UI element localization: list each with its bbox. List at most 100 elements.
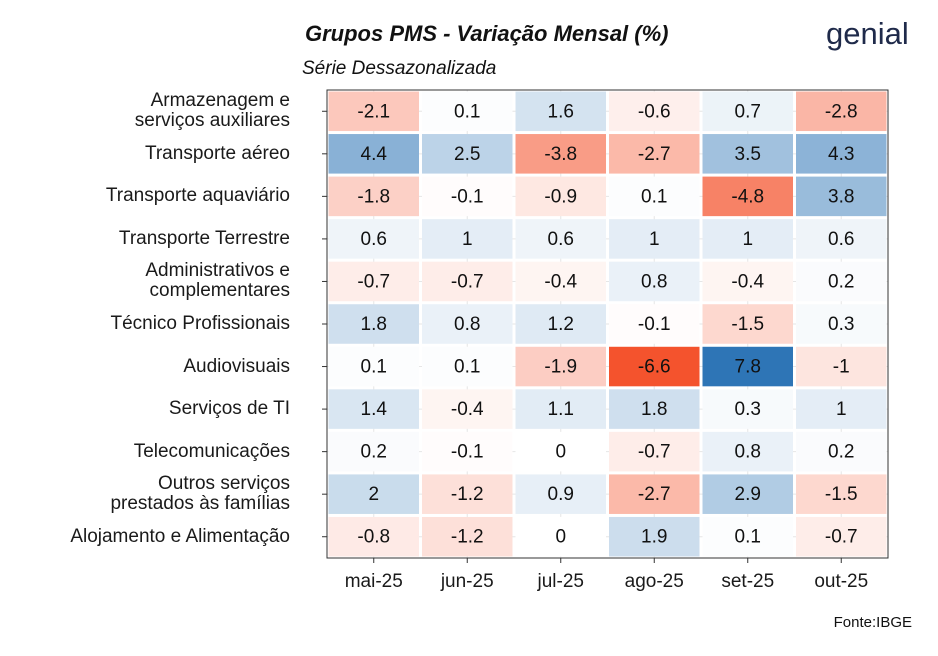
heat-tile: [609, 261, 700, 302]
tile-label: 0.9: [548, 484, 574, 505]
tile-label: -0.4: [451, 399, 484, 420]
tile-label: 1: [462, 229, 473, 250]
heat-tile: [328, 431, 419, 472]
tile-label: 0.8: [454, 314, 480, 335]
heat-tile: [702, 474, 793, 514]
y-tick-label: Audiovisuais: [183, 355, 290, 377]
tile-label: -0.7: [357, 271, 390, 292]
tile-label: 2.9: [735, 484, 761, 505]
tile-label: -0.7: [638, 442, 671, 463]
y-tick-label: Transporte aquaviário: [105, 185, 290, 207]
heat-tile: [702, 389, 793, 429]
tile-label: 0.6: [828, 229, 854, 250]
tile-label: 1: [836, 399, 847, 420]
tile-label: -1.2: [451, 527, 484, 548]
tile-label: 0: [555, 527, 566, 548]
x-tick-label: ago-25: [625, 571, 684, 592]
tile-label: 1.9: [641, 527, 667, 548]
y-tick-label: Outros serviços prestados às famílias: [110, 473, 290, 515]
heat-tile: [702, 304, 793, 344]
y-tick-label: Transporte aéreo: [144, 142, 290, 164]
y-tick-label: Administrativos e complementares: [145, 260, 290, 302]
tile-label: 0.2: [828, 271, 854, 292]
heat-tile: [328, 389, 419, 429]
tile-label: -0.1: [638, 314, 671, 335]
heat-tile: [796, 134, 887, 174]
heat-tile: [702, 346, 793, 387]
tile-label: 0.2: [361, 442, 387, 463]
tile-label: -0.4: [731, 271, 764, 292]
heat-tile: [609, 219, 700, 259]
y-tick-label: Armazenagem e serviços auxiliares: [134, 90, 290, 132]
x-tick-label: jun-25: [440, 571, 494, 592]
y-tick-label: Alojamento e Alimentação: [70, 525, 290, 547]
tile-label: -0.7: [825, 527, 858, 548]
heat-tile: [609, 346, 700, 387]
heat-tile: [609, 91, 700, 132]
tile-label: -0.1: [451, 186, 484, 207]
heat-tile: [515, 516, 606, 557]
heat-tile: [515, 431, 606, 472]
heat-tile: [796, 176, 887, 217]
chart-title: Grupos PMS - Variação Mensal (%): [305, 21, 669, 46]
heat-tile: [702, 134, 793, 174]
heat-tile: [702, 431, 793, 472]
x-tick-label: jul-25: [537, 571, 584, 592]
tile-label: 0.1: [454, 357, 480, 378]
tile-label: 1.8: [361, 314, 387, 335]
tile-label: -1.5: [825, 484, 858, 505]
heat-tile: [796, 431, 887, 472]
heat-tile: [796, 516, 887, 557]
heat-tile: [515, 346, 606, 387]
heat-tile: [796, 346, 887, 387]
tile-label: 0.3: [828, 314, 854, 335]
heat-tile: [422, 389, 513, 429]
tile-label: 0: [555, 442, 566, 463]
y-tick-label: Técnico Profissionais: [110, 313, 290, 334]
heat-tile: [422, 516, 513, 557]
heat-tile: [796, 261, 887, 302]
tile-label: 0.3: [735, 399, 761, 420]
tile-label: -0.7: [451, 271, 484, 292]
tile-label: 0.8: [735, 442, 761, 463]
tile-label: 7.8: [735, 357, 761, 378]
tile-label: -1.2: [451, 484, 484, 505]
tile-label: 1: [742, 229, 753, 250]
heat-tile: [515, 176, 606, 217]
heat-tile: [609, 431, 700, 472]
tile-label: 4.3: [828, 144, 854, 165]
tile-label: 0.1: [361, 357, 387, 378]
tile-label: 3.5: [735, 144, 761, 165]
heat-tile: [609, 389, 700, 429]
heat-tile: [702, 219, 793, 259]
heat-tile: [422, 134, 513, 174]
heat-tile: [702, 261, 793, 302]
heat-tile: [609, 516, 700, 557]
heat-tile: [328, 134, 419, 174]
tile-label: -2.1: [357, 101, 390, 122]
heat-tile: [515, 304, 606, 344]
x-tick-label: out-25: [814, 571, 868, 592]
heat-tile: [609, 134, 700, 174]
heat-tile: [328, 176, 419, 217]
tile-label: -0.8: [357, 527, 390, 548]
heat-tile: [422, 346, 513, 387]
tile-label: -1.9: [544, 357, 577, 378]
heat-tile: [515, 389, 606, 429]
heat-tile: [702, 176, 793, 217]
tile-label: 1.2: [548, 314, 574, 335]
heat-tile: [422, 431, 513, 472]
heat-tile: [328, 304, 419, 344]
heat-tile: [796, 474, 887, 514]
tile-label: 2.5: [454, 144, 480, 165]
heat-tile: [515, 474, 606, 514]
heat-tile: [515, 134, 606, 174]
tile-label: 0.1: [735, 527, 761, 548]
heat-tile: [422, 261, 513, 302]
heat-tile: [422, 304, 513, 344]
heat-tile: [515, 219, 606, 259]
tile-label: 2: [368, 484, 379, 505]
heat-tile: [609, 176, 700, 217]
